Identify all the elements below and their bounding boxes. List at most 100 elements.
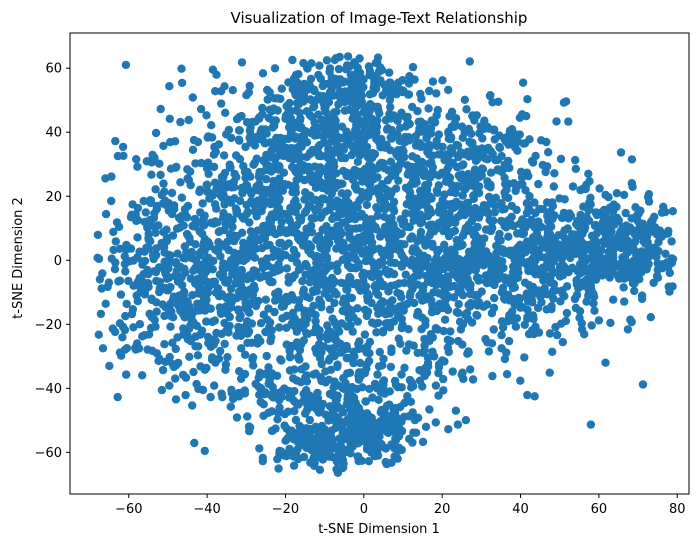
data-point xyxy=(158,300,167,309)
data-point xyxy=(616,228,625,237)
data-point xyxy=(522,237,532,246)
data-point xyxy=(304,162,313,172)
data-point xyxy=(271,141,281,150)
data-point xyxy=(444,347,453,357)
data-point xyxy=(121,60,131,70)
data-point xyxy=(455,236,464,245)
data-point xyxy=(402,222,411,231)
data-point xyxy=(404,325,413,334)
data-point xyxy=(544,245,553,254)
data-point xyxy=(489,303,499,312)
data-point xyxy=(364,457,373,466)
data-point xyxy=(346,422,356,431)
data-point xyxy=(147,170,156,179)
data-point xyxy=(415,269,424,279)
data-point xyxy=(273,106,282,115)
data-point xyxy=(297,94,307,104)
data-point xyxy=(403,396,412,405)
data-point xyxy=(357,187,367,197)
data-point xyxy=(650,228,659,237)
data-point xyxy=(291,228,300,238)
data-point xyxy=(556,154,566,164)
data-point xyxy=(101,174,110,183)
data-point xyxy=(582,215,591,225)
data-point xyxy=(155,284,164,293)
data-point xyxy=(563,265,572,274)
data-point xyxy=(376,417,385,426)
data-point xyxy=(504,336,514,346)
data-point xyxy=(169,292,178,301)
data-point xyxy=(421,363,430,373)
data-point xyxy=(235,126,244,135)
data-point xyxy=(247,319,257,328)
data-point xyxy=(487,339,497,348)
data-point xyxy=(261,174,271,184)
data-point xyxy=(356,368,365,377)
y-tick-label: 20 xyxy=(45,190,62,205)
data-point xyxy=(349,358,358,368)
data-point xyxy=(502,370,512,379)
data-point xyxy=(327,426,336,435)
data-point xyxy=(98,269,107,278)
data-point xyxy=(264,363,273,372)
data-point xyxy=(344,171,353,181)
data-point xyxy=(440,256,449,266)
data-point xyxy=(313,388,322,398)
data-point xyxy=(191,240,200,249)
data-point xyxy=(405,434,414,444)
data-point xyxy=(204,338,213,348)
data-point xyxy=(295,108,304,118)
data-point xyxy=(449,281,459,291)
data-point xyxy=(440,315,450,324)
data-point xyxy=(180,242,189,251)
data-point xyxy=(515,251,524,261)
data-point xyxy=(432,280,441,290)
data-point xyxy=(389,220,398,229)
data-point xyxy=(285,98,294,108)
data-point xyxy=(329,383,338,392)
data-point xyxy=(384,318,394,328)
data-point xyxy=(338,428,347,437)
data-point xyxy=(244,88,254,97)
data-point xyxy=(338,218,348,227)
data-point xyxy=(420,122,429,131)
data-point xyxy=(160,248,169,257)
data-point xyxy=(445,249,454,258)
x-tick-label: 80 xyxy=(669,502,686,517)
data-point xyxy=(299,440,308,449)
data-point xyxy=(173,333,182,342)
data-point xyxy=(360,330,370,339)
data-point xyxy=(238,189,247,198)
data-point xyxy=(235,313,244,323)
data-point xyxy=(566,253,575,263)
data-point xyxy=(545,368,554,377)
data-point xyxy=(397,426,407,436)
data-point xyxy=(415,159,424,169)
data-point xyxy=(101,209,111,219)
data-point xyxy=(310,459,319,468)
data-point xyxy=(292,220,302,230)
data-point xyxy=(380,227,389,236)
data-point xyxy=(552,117,561,126)
data-point xyxy=(643,251,653,260)
data-point xyxy=(410,172,419,181)
data-point xyxy=(234,322,243,332)
data-point xyxy=(362,200,372,210)
data-point xyxy=(428,163,437,172)
data-point xyxy=(263,185,272,195)
data-point xyxy=(160,340,169,349)
data-point xyxy=(581,184,590,194)
data-point xyxy=(620,274,629,283)
data-point xyxy=(387,458,396,467)
data-point xyxy=(454,336,463,346)
data-point xyxy=(537,136,546,145)
data-point xyxy=(172,266,181,275)
data-point xyxy=(192,379,201,389)
data-point xyxy=(340,106,350,115)
data-point xyxy=(548,214,557,224)
data-point xyxy=(258,456,267,466)
data-point xyxy=(638,380,648,389)
data-point xyxy=(267,107,276,116)
data-point xyxy=(343,52,353,61)
data-point xyxy=(400,412,409,421)
